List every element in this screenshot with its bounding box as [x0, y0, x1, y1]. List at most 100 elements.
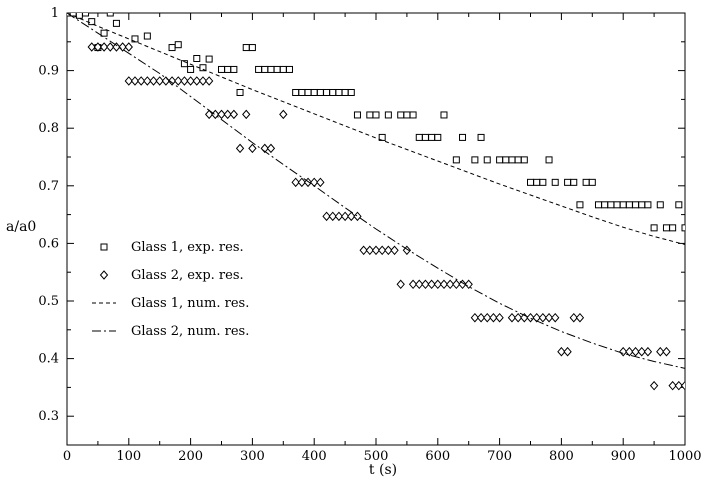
y-tick-label: 0.8: [38, 121, 59, 136]
square-point: [644, 201, 652, 209]
diamond-point: [130, 76, 140, 86]
square-point: [588, 178, 596, 186]
diamond-point: [507, 312, 517, 323]
square-point: [304, 88, 312, 96]
square-point: [421, 133, 429, 141]
legend-label: Glass 2, exp. res.: [131, 268, 244, 283]
diamond-point: [106, 42, 115, 52]
square-point: [564, 178, 572, 186]
diamond-point: [279, 109, 288, 120]
x-tick-label: 0: [63, 449, 71, 464]
diamond-point: [204, 76, 214, 86]
square-point: [452, 156, 460, 164]
square-point: [236, 88, 244, 96]
square-point: [607, 201, 615, 209]
diamond-point: [87, 42, 96, 52]
diamond-point: [136, 76, 146, 86]
diamond-point: [266, 143, 276, 154]
diamond-point: [347, 211, 356, 222]
x-tick-label: 900: [611, 449, 636, 464]
square-point: [483, 156, 491, 164]
plot-series: [67, 13, 685, 391]
diamond-point: [563, 346, 572, 357]
diamond-point: [378, 245, 387, 256]
square-point: [224, 65, 232, 73]
square-point: [527, 178, 534, 186]
series-3: [67, 13, 685, 246]
series-4: [67, 13, 685, 369]
diamond-point: [155, 76, 164, 86]
square-point: [112, 19, 120, 27]
y-tick-label: 0.5: [38, 294, 59, 309]
diamond-point: [439, 279, 449, 290]
diamond-point: [353, 211, 362, 222]
x-tick-label: 700: [487, 449, 512, 464]
square-point: [384, 111, 392, 119]
diamond-point: [297, 177, 307, 188]
diamond-point: [118, 42, 127, 52]
legend-label: Glass 1, num. res.: [131, 296, 249, 311]
diamond-point: [235, 143, 245, 154]
square-point: [403, 111, 411, 119]
diamond-point: [569, 312, 578, 323]
diamond-point: [532, 312, 541, 323]
square-point: [650, 224, 658, 232]
diamond-point: [674, 380, 683, 391]
square-point: [310, 88, 318, 96]
square-point: [601, 201, 609, 209]
diamond-point: [112, 42, 121, 52]
square-point: [471, 156, 479, 164]
square-point: [267, 65, 275, 73]
diamond-point: [316, 177, 325, 188]
square-point: [180, 60, 188, 68]
diamond-point: [408, 279, 418, 290]
square-point: [69, 13, 77, 17]
y-tick-label: 0.3: [38, 409, 59, 424]
square-point: [366, 111, 374, 119]
square-point: [174, 41, 182, 49]
series-line: [67, 13, 685, 369]
square-point: [285, 65, 293, 73]
diamond-point: [186, 76, 195, 86]
diamond-point: [198, 76, 208, 86]
diamond-point: [445, 279, 455, 290]
square-point: [409, 111, 417, 119]
square-point: [582, 178, 590, 186]
square-point: [347, 88, 355, 96]
square-point: [168, 44, 176, 52]
x-tick-label: 600: [425, 449, 450, 464]
x-tick-label: 100: [116, 449, 141, 464]
diamond-point: [631, 346, 640, 357]
diamond-point: [174, 76, 183, 86]
square-point: [502, 156, 510, 164]
legend-swatch: [99, 270, 109, 280]
diamond-point: [495, 312, 504, 323]
square-point: [106, 13, 114, 17]
x-tick-label: 200: [178, 449, 203, 464]
square-point: [242, 44, 250, 52]
diamond-point: [433, 279, 442, 290]
y-axis-label: a/a0: [6, 219, 36, 235]
square-point: [372, 111, 380, 119]
square-point: [508, 156, 516, 164]
diamond-point: [427, 279, 436, 290]
y-tick-label: 0.4: [38, 352, 59, 367]
diamond-point: [322, 211, 331, 222]
square-point: [514, 156, 522, 164]
diamond-point: [557, 346, 566, 357]
x-tick-label: 1000: [668, 449, 701, 464]
diamond-point: [551, 312, 560, 323]
diamond-point: [483, 312, 492, 323]
y-tick-label: 0.9: [38, 64, 59, 79]
square-point: [656, 201, 664, 209]
diamond-point: [359, 245, 368, 256]
square-point: [100, 29, 108, 37]
square-point: [88, 18, 96, 26]
series-2: [87, 42, 685, 391]
diamond-point: [334, 211, 344, 222]
square-point: [82, 13, 90, 17]
square-point: [316, 88, 324, 96]
legend: Glass 1, exp. res. Glass 2, exp. res. Glas…: [92, 240, 249, 339]
diamond-point: [662, 346, 671, 357]
